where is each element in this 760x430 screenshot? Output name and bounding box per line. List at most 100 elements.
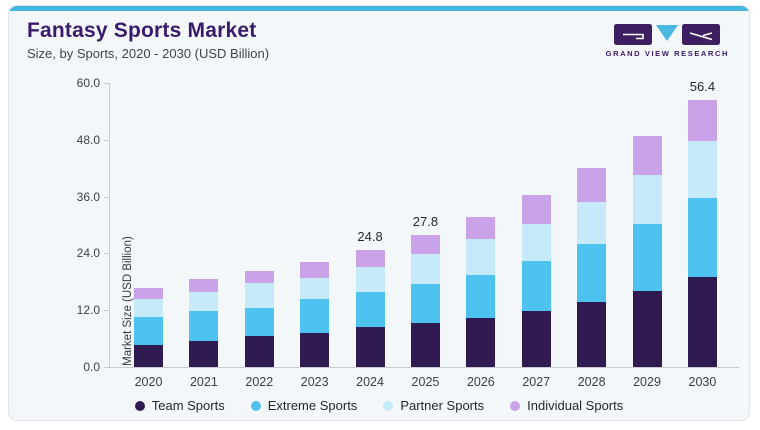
bar-segment	[577, 301, 607, 367]
bar-segment	[521, 223, 551, 261]
bar-segment	[134, 288, 163, 299]
x-tick-label: 2027	[522, 375, 551, 389]
bar-segment	[577, 167, 607, 203]
bar-2020: 2020	[134, 288, 163, 389]
bar-segment	[521, 260, 551, 312]
x-tick-label: 2026	[466, 375, 495, 389]
bar-segment	[410, 283, 440, 324]
bar-segment	[189, 340, 219, 367]
bar-segment	[134, 317, 163, 345]
bar-segment	[410, 254, 440, 284]
bar-segment	[300, 277, 330, 299]
legend-item: Individual Sports	[510, 398, 623, 413]
plot-area: Market Size (USD Billion) 2020 2021 2022 20…	[77, 76, 739, 389]
x-tick-label: 2025	[411, 375, 440, 389]
bar-2029: 2029	[632, 135, 662, 389]
chart-header: Fantasy Sports Market Size, by Sports, 2…	[27, 19, 735, 61]
bar-segment	[300, 298, 330, 334]
legend-item: Extreme Sports	[250, 398, 358, 413]
y-tick-label: 60.0	[76, 76, 100, 90]
bar-2022: 2022	[244, 271, 274, 389]
y-tick-mark	[104, 253, 110, 255]
bar-segment	[687, 100, 717, 142]
x-tick-label: 2023	[300, 375, 329, 389]
bar-value-label: 24.8	[357, 228, 383, 244]
x-tick-label: 2020	[134, 375, 163, 389]
page-subtitle: Size, by Sports, 2020 - 2030 (USD Billio…	[27, 46, 270, 62]
bar-segment	[466, 238, 496, 276]
report-card: Fantasy Sports Market Size, by Sports, 2…	[8, 5, 750, 421]
bar-segment	[244, 282, 274, 309]
bar-segment	[134, 298, 163, 318]
bars-container: 2020 2021 2022 2023 24.8 2024 27.8 2025 2026 2027…	[110, 79, 739, 389]
bar-segment	[577, 243, 607, 302]
title-block: Fantasy Sports Market Size, by Sports, 2…	[27, 19, 269, 61]
bar-segment	[300, 333, 330, 367]
bar-segment	[687, 277, 717, 367]
bar-segment	[632, 290, 662, 367]
x-tick-label: 2022	[245, 375, 274, 389]
y-tick-label: 12.0	[76, 303, 100, 318]
bar-segment	[355, 266, 385, 292]
legend-dot-icon	[510, 400, 521, 411]
gvr-logo-icon	[614, 24, 721, 45]
bar-2026: 2026	[466, 216, 496, 389]
bar-segment	[355, 327, 385, 367]
logo-wordmark: GRAND VIEW RESEARCH	[605, 49, 729, 58]
bar-segment	[410, 235, 440, 255]
y-tick-label: 48.0	[76, 132, 100, 147]
bar-2023: 2023	[300, 261, 330, 389]
x-tick-label: 2030	[688, 375, 717, 389]
bar-segment	[189, 279, 219, 293]
bar-segment	[244, 336, 274, 367]
bar-segment	[355, 249, 385, 267]
bar-segment	[244, 308, 274, 337]
bar-segment	[466, 318, 496, 367]
bar-segment	[189, 311, 219, 341]
legend-label: Extreme Sports	[267, 398, 358, 413]
card-top-accent	[9, 6, 749, 11]
bar-segment	[134, 344, 163, 367]
bar-segment	[632, 135, 662, 176]
bar-segment	[521, 195, 551, 224]
x-tick-label: 2029	[633, 375, 661, 389]
x-tick-label: 2028	[577, 375, 606, 389]
bar-2025: 27.8 2025	[410, 214, 440, 389]
bar-segment	[300, 261, 330, 278]
y-tick-mark	[104, 310, 110, 312]
bar-2027: 2027	[521, 195, 551, 389]
bar-segment	[355, 291, 385, 328]
bar-segment	[687, 198, 717, 278]
legend-label: Partner Sports	[400, 398, 485, 413]
y-tick-mark	[104, 139, 110, 141]
legend-label: Individual Sports	[527, 398, 624, 413]
y-tick-label: 24.0	[76, 246, 100, 261]
y-tick-label: 0.0	[83, 360, 100, 374]
y-tick-mark	[104, 83, 110, 84]
bar-segment	[632, 223, 662, 291]
y-tick-mark	[104, 196, 110, 198]
bar-segment	[244, 271, 274, 283]
chart-legend: Team Sports Extreme Sports Partner Sports I…	[9, 398, 749, 413]
bar-segment	[189, 292, 219, 312]
bar-segment	[687, 141, 717, 199]
y-tick-mark	[104, 367, 110, 368]
bar-value-label: 56.4	[689, 79, 716, 95]
bar-2030: 56.4 2030	[687, 79, 717, 389]
legend-label: Team Sports	[151, 398, 225, 413]
legend-dot-icon	[134, 400, 145, 411]
bar-segment	[410, 323, 440, 367]
bar-segment	[466, 275, 496, 319]
bar-segment	[577, 202, 607, 244]
bar-2028: 2028	[577, 167, 607, 389]
y-tick-label: 36.0	[76, 189, 100, 204]
bar-segment	[521, 311, 551, 367]
bar-value-label: 27.8	[412, 214, 439, 230]
legend-dot-icon	[383, 400, 394, 411]
x-tick-label: 2021	[189, 375, 218, 389]
x-tick-label: 2024	[356, 375, 384, 389]
page-title: Fantasy Sports Market	[27, 19, 257, 42]
grand-view-research-logo: GRAND VIEW RESEARCH	[606, 24, 729, 58]
bar-segment	[466, 216, 496, 239]
legend-dot-icon	[250, 400, 261, 411]
